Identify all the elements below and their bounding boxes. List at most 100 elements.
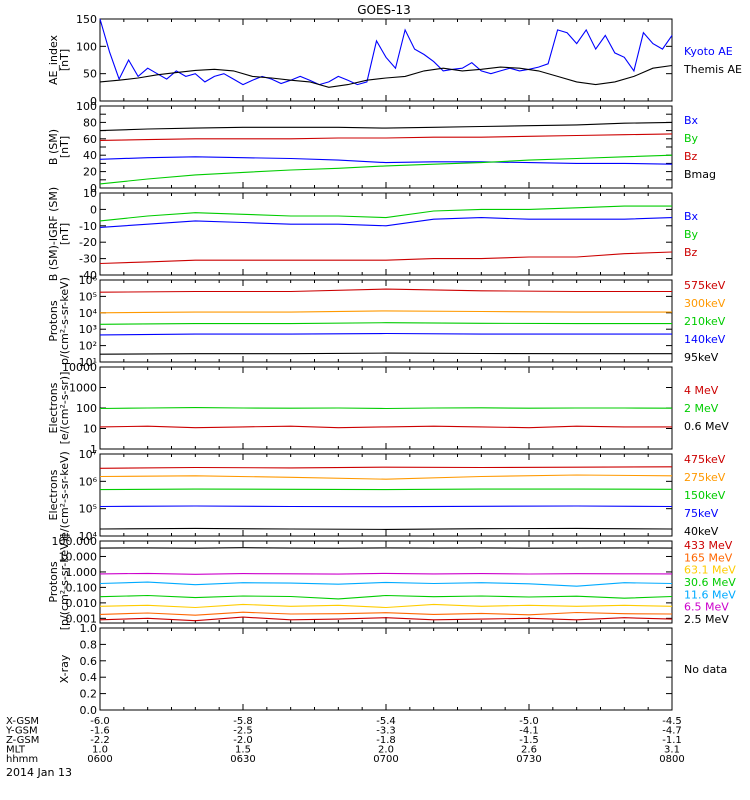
series-line-95kev [99,352,672,355]
panel-frame [99,279,673,363]
y-tick-label: 10⁶ [79,274,98,287]
x-axis-row-value: 3.1 [664,745,680,756]
y-axis-label: [nT] [58,49,71,71]
y-tick-label: 60 [83,133,97,146]
legend-item: 6.5 MeV [684,601,729,614]
legend-item: 575keV [684,279,726,292]
y-tick-label: 1.0 [80,622,98,635]
legend-item: 95keV [684,351,719,364]
x-axis-row-value: 1.0 [92,745,108,756]
x-axis-row-value: -1.8 [376,735,396,746]
y-tick-label: 0.100 [66,581,98,594]
y-tick-label: 0.6 [80,655,98,668]
legend-item: Bx [684,210,699,223]
y-tick-label: 100 [76,100,97,113]
y-tick-label: 10⁵ [79,503,97,516]
no-data-label: No data [684,663,727,676]
y-tick-label: 0.4 [80,671,98,684]
x-axis-row-value: 2.0 [378,745,394,756]
legend-item: By [684,132,699,145]
y-tick-label: 50 [83,68,97,81]
series-line-165-mev [99,611,673,616]
legend-item: 150keV [684,489,726,502]
series-line-by [99,205,672,222]
legend-item: 11.6 MeV [684,588,736,601]
series-line-210kev [99,322,672,325]
y-axis-label: [nT] [58,136,71,158]
y-axis-label: Electrons [47,382,60,433]
series-line-11.6-mev [99,581,673,587]
series-line-by [99,154,673,185]
series-line-575kev [99,288,672,293]
y-tick-label: 10⁴ [79,307,98,320]
legend-item: By [684,228,699,241]
panel-xray: 0.0 0.2 0.4 0.6 0.8 1.0 X-ray No data [58,622,727,717]
y-tick-label: 1.000 [66,566,98,579]
x-axis-row-value: 0600 [87,754,112,765]
y-axis-label: Electrons [47,469,60,520]
panel-b_sm: 0 20 40 60 80 100 B (SM)[nT] Bx By Bz Bmag [47,100,716,195]
x-axis-row-label: X-GSM [6,716,39,727]
legend-item: 75keV [684,507,719,520]
series-line-bz [99,251,673,265]
series-line-40kev [99,527,673,530]
y-axis-label: p/(cm²-s-sr-keV) [58,277,71,365]
y-tick-label: 10⁵ [79,290,97,303]
series-line-150kev [99,488,673,491]
y-tick-label: 0 [90,203,97,216]
y-tick-label: 0 [90,95,97,108]
y-axis-label: [nT] [58,223,71,245]
y-axis-label: B (SM)-IGRF (SM) [47,187,60,281]
panel-frame [99,453,673,537]
x-axis-row-value: -4.5 [662,716,682,727]
legend-item: 2 MeV [684,402,719,415]
series-line-bx [99,217,673,228]
y-tick-label: 100 [76,402,97,415]
x-axis-row-value: -1.1 [662,735,682,746]
legend-item: 210keV [684,315,726,328]
series-line-2.5-mev [99,547,673,549]
legend-item: 4 MeV [684,384,719,397]
y-tick-label: 1000 [69,382,97,395]
series-line-63.1-mev [99,603,673,609]
y-tick-label: 0.0 [80,704,98,717]
panel-frame [99,627,673,711]
legend-item: Bx [684,114,699,127]
y-tick-label: 10 [83,423,97,436]
series-line-30.6-mev [99,594,673,600]
panel-protons_low: 10¹ 10² 10³ 10⁴ 10⁵ 10⁶ Protonsp/(cm²-s-sr-keV… [47,274,726,369]
x-axis-row-value: 0700 [373,754,398,765]
x-axis-row-value: -2.2 [90,735,110,746]
y-axis-label: [e/(cm²-s-sr)] [58,372,71,445]
y-tick-label: -30 [79,253,97,266]
legend-item: 0.6 MeV [684,420,729,433]
y-tick-label: 40 [83,149,97,162]
panel-b_igrf: -40 -30 -20 -10 0 10 B (SM)-IGRF (SM)[nT] Bx By B… [47,187,699,282]
x-axis-row-value: -5.8 [233,716,253,727]
y-tick-label: 10 [83,187,97,200]
series-line-themis-ae [99,64,673,88]
legend-item: 433 MeV [684,539,733,552]
x-axis-row-value: -5.4 [376,716,396,727]
x-axis-row-label: MLT [6,745,26,756]
chart-title: GOES-13 [357,3,411,17]
legend-item: 30.6 MeV [684,576,736,589]
y-tick-label: 10² [79,340,97,353]
x-axis-row-label: hhmm [6,754,38,765]
legend-item: 2.5 MeV [684,613,729,626]
x-axis-row-value: 0730 [516,754,541,765]
legend-item: Bz [684,246,698,259]
y-tick-label: -10 [79,220,97,233]
y-axis-label: X-ray [58,654,71,683]
x-axis-row-value: 2.6 [521,745,537,756]
y-tick-label: -40 [79,269,97,282]
y-tick-label: 10⁴ [79,530,98,543]
x-axis-row-value: -2.0 [233,735,253,746]
legend-item: Bmag [684,168,716,181]
series-line-kyoto-ae [99,18,673,86]
x-axis-row-value: -1.5 [519,735,539,746]
legend-item: Bz [684,150,698,163]
y-tick-label: 10¹ [79,356,97,369]
y-axis-label: B (SM) [47,129,60,165]
